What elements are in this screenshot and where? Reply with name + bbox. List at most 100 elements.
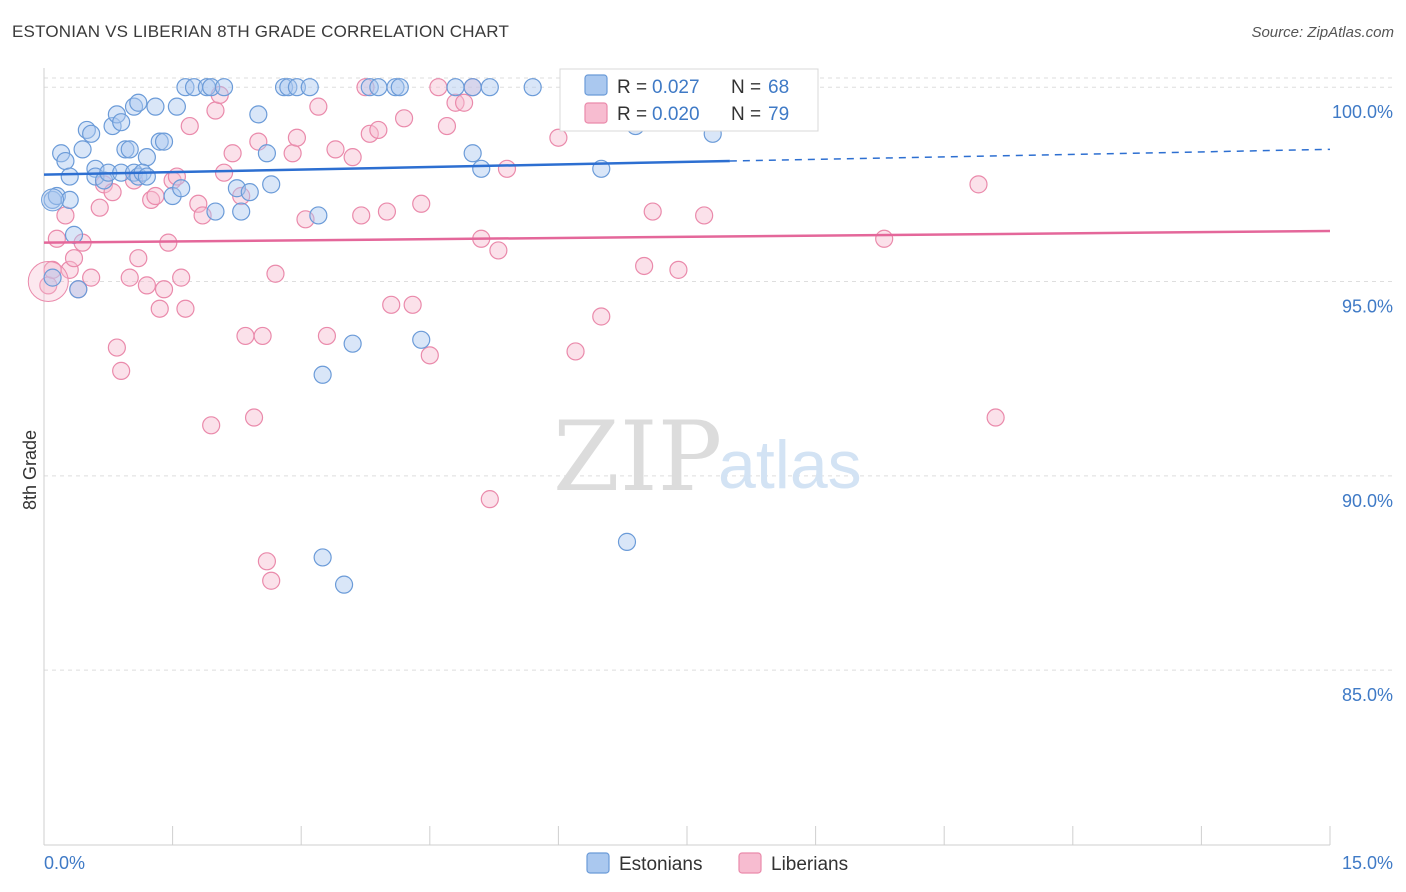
estonian-point <box>137 167 156 186</box>
liberian-point <box>986 408 1005 427</box>
y-tick-label: 85.0% <box>1342 685 1393 705</box>
liberian-point <box>489 241 508 260</box>
estonian-point <box>369 78 388 97</box>
liberian-point <box>262 571 281 590</box>
estonian-point <box>300 78 319 97</box>
estonian-point <box>56 151 75 171</box>
estonian-point <box>69 280 88 299</box>
liberian-point <box>635 256 654 276</box>
y-tick-label: 95.0% <box>1342 297 1393 317</box>
legend-box: R = 0.027 N = 68 R = 0.020 N = 79 <box>559 68 819 132</box>
estonian-point <box>116 140 135 159</box>
estonian-point <box>480 78 499 97</box>
estonian-point <box>262 175 281 194</box>
liberian-point <box>454 93 474 112</box>
liberian-point <box>352 206 371 225</box>
estonian-point <box>154 132 174 151</box>
estonian-point <box>60 167 79 186</box>
estonian-point <box>64 225 84 244</box>
estonian-point <box>313 548 332 567</box>
liberians-trend-line <box>43 229 1331 244</box>
liberian-point <box>309 97 328 116</box>
bottom-legend: Estonians Liberians <box>586 852 848 875</box>
estonian-point <box>146 97 165 116</box>
watermark-zip: ZIP <box>553 401 722 513</box>
liberian-point <box>206 101 225 120</box>
liberian-point <box>360 124 379 143</box>
estonian-point <box>617 532 637 551</box>
estonian-point <box>463 78 482 97</box>
estonian-point <box>446 78 465 97</box>
liberian-point <box>437 116 457 136</box>
liberian-point <box>172 268 191 287</box>
liberian-point <box>154 280 174 299</box>
x-tick-label-min: 0.0% <box>44 853 85 873</box>
y-tick-label: 90.0% <box>1342 491 1393 511</box>
watermark: ZIP atlas <box>553 401 862 513</box>
estonian-point <box>472 159 491 178</box>
chart-title: ESTONIAN VS LIBERIAN 8TH GRADE CORRELATI… <box>12 22 510 41</box>
estonian-point <box>129 93 148 112</box>
source-label: Source: ZipAtlas.com <box>1251 24 1394 41</box>
legend-n-value-1: 68 <box>768 77 789 98</box>
liberian-point <box>253 326 272 346</box>
estonian-point <box>386 78 405 97</box>
grid-lines <box>44 77 1393 671</box>
liberian-point <box>176 299 195 318</box>
estonian-point <box>206 202 225 221</box>
estonian-point <box>202 78 221 97</box>
liberian-point <box>137 276 156 295</box>
liberian-point <box>146 186 165 206</box>
estonian-point <box>214 78 234 97</box>
liberian-point <box>412 194 431 213</box>
liberian-point <box>369 120 388 140</box>
estonian-point <box>150 132 169 151</box>
estonian-point <box>120 140 139 159</box>
liberian-point <box>202 416 221 435</box>
estonian-point <box>82 124 101 143</box>
liberian-point <box>643 202 662 221</box>
estonians-trend-extension <box>729 148 1331 162</box>
estonian-point <box>60 190 79 210</box>
estonian-point <box>73 140 92 159</box>
estonian-point <box>167 97 186 116</box>
watermark-atlas: atlas <box>718 427 862 503</box>
estonian-point <box>249 105 268 124</box>
legend-n-label-1: N = <box>731 77 761 98</box>
estonian-point <box>463 144 482 163</box>
estonian-point <box>343 334 362 353</box>
liberian-point <box>283 144 302 163</box>
y-axis-title: 8th Grade <box>20 430 40 510</box>
liberian-point <box>549 128 568 147</box>
liberian-point <box>60 260 79 279</box>
liberian-point <box>394 109 414 128</box>
liberian-point <box>497 159 517 178</box>
estonian-point <box>257 144 277 163</box>
bottom-legend-liberians: Liberians <box>771 854 848 875</box>
legend-n-label-2: N = <box>731 104 761 125</box>
bottom-legend-swatch-estonians <box>586 852 610 874</box>
estonian-point <box>112 113 131 132</box>
estonian-point <box>172 179 191 198</box>
liberian-point <box>236 326 255 346</box>
liberian-point <box>287 128 307 147</box>
liberian-point <box>266 264 285 283</box>
estonian-point <box>232 202 251 221</box>
liberian-point <box>326 140 345 159</box>
estonian-point <box>240 183 259 202</box>
legend-n-value-2: 79 <box>768 104 789 125</box>
legend-swatch-estonians <box>584 74 608 96</box>
estonian-point <box>287 78 307 97</box>
liberian-point <box>356 78 375 97</box>
liberian-point <box>47 229 66 248</box>
legend-r-label-2: R = <box>617 104 647 125</box>
liberian-point <box>382 295 401 314</box>
liberian-point <box>180 116 199 136</box>
liberian-point <box>566 342 585 361</box>
legend-r-label-1: R = <box>617 77 647 98</box>
estonian-point <box>523 78 542 97</box>
liberian-point <box>343 148 362 167</box>
estonian-point <box>103 116 122 136</box>
liberian-point <box>377 202 397 221</box>
